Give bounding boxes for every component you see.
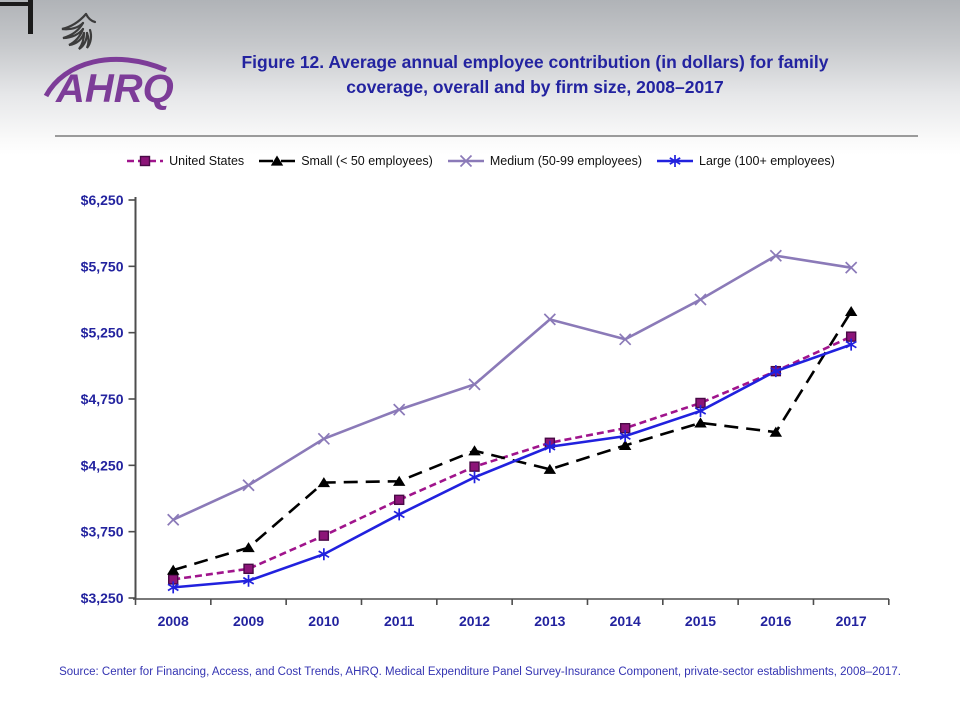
series-large-100-employees [167,338,857,594]
legend-label: Small (< 50 employees) [301,154,433,168]
series-line-small-50-employees [172,310,853,572]
legend-label: Large (100+ employees) [699,154,835,168]
figure-title: Figure 12. Average annual employee contr… [185,50,885,101]
figure-title-line2: coverage, overall and by firm size, 2008… [346,77,724,98]
slide-corner-mark [0,2,33,6]
y-axis-label: $3,750 [81,524,124,540]
x-axis-label: 2009 [233,613,264,629]
y-axis-label: $5,250 [81,325,124,341]
x-axis-label: 2008 [158,613,189,629]
y-axis-label: $5,750 [81,258,124,274]
source-note: Source: Center for Financing, Access, an… [59,666,901,678]
legend-item-large-100-employees: Large (100+ employees) [655,153,835,169]
series-line-large-100-employees [173,343,852,589]
legend-marker-x-icon [447,154,484,168]
x-axis-label: 2010 [308,613,339,629]
legend-item-small-50-employees: Small (< 50 employees) [257,153,433,169]
y-axis-label: $4,750 [81,391,124,407]
figure-title-line1: Figure 12. Average annual employee contr… [241,52,829,72]
chart-canvas: $6,250 $5,750 $5,250 $4,750 $4,250 $3,750 $3,2… [81,192,890,629]
x-axis-label: 2013 [534,613,565,629]
series-medium-50-99-employees [167,249,858,526]
x-axis-label: 2012 [459,613,490,629]
series-line-medium-50-99-employees [172,254,852,521]
x-axis-label: 2015 [685,613,716,629]
ahrq-logo-graphic: AHRQ [13,12,174,111]
x-axis-label: 2016 [760,613,791,629]
legend-marker-asterisk-icon [657,155,693,167]
ahrq-wordmark: AHRQ [13,56,174,111]
x-axis-label: 2014 [610,613,641,629]
series-small-50-employees [167,305,858,575]
legend-item-medium-50-99-employees: Medium (50-99 employees) [446,153,642,169]
legend-label: Medium (50-99 employees) [489,154,642,168]
legend-label: United States [169,154,245,168]
chart-axes: $6,250 $5,750 $5,250 $4,750 $4,250 $3,750 $3,2… [81,192,890,629]
x-axis-label: 2011 [384,613,415,629]
legend-marker-square-icon [127,155,164,167]
chart-legend: United States Small (< 50 employees) Mediu… [0,153,960,169]
legend-item-united-states: United States [125,153,244,169]
legend-marker-triangle-icon [259,155,296,166]
hhs-eagle-icon [61,12,97,50]
ahrq-logo-text: AHRQ [55,67,174,111]
series-united-states [167,331,857,585]
y-axis-label: $3,250 [81,590,124,606]
y-axis-label: $6,250 [81,192,124,208]
header-divider [55,135,918,137]
ahrq-logo: AHRQ [13,4,184,114]
x-axis-label: 2017 [836,613,867,629]
y-axis-label: $4,250 [81,457,124,473]
slide-corner-mark [28,0,33,34]
series-line-united-states [173,335,852,581]
